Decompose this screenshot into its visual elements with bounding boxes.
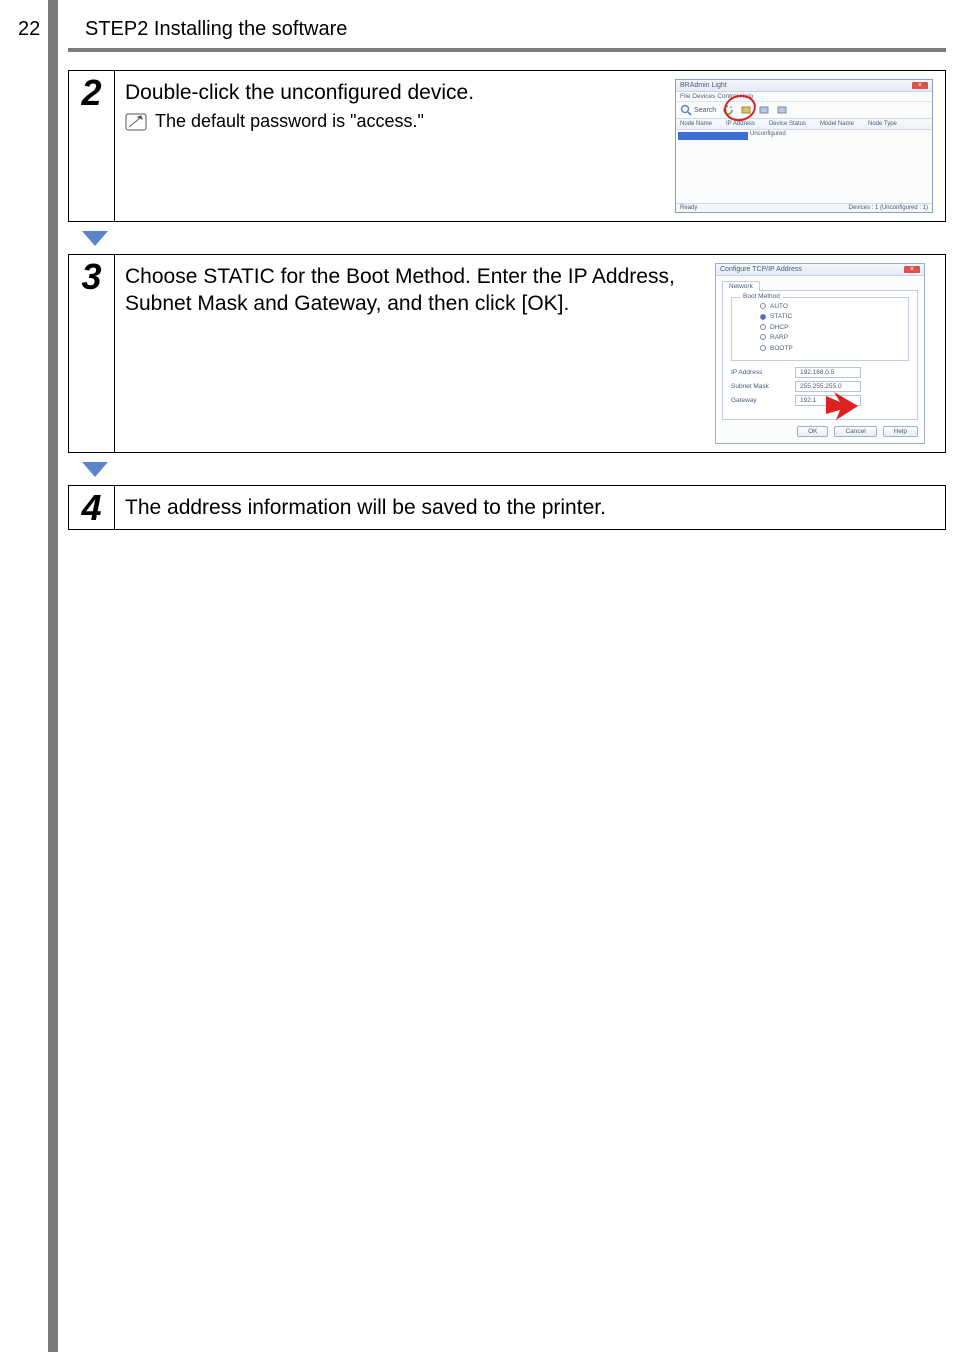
search-label: Search <box>694 107 716 114</box>
toolbar-icon-2[interactable] <box>758 104 770 116</box>
search-button[interactable]: Search <box>680 104 716 116</box>
radio-static[interactable]: STATIC <box>760 312 902 322</box>
gateway-row: Gateway 192.1 <box>731 395 909 406</box>
window-title-text: BRAdmin Light <box>680 82 727 89</box>
step-row-4: 4 The address information will be saved … <box>68 485 946 530</box>
step-number: 3 <box>81 259 101 295</box>
dialog-panel: Boot Method AUTO STATIC DHCP RARP BOOTP … <box>722 290 918 420</box>
gw-label: Gateway <box>731 397 787 404</box>
screenshot-thumb: Configure TCP/IP Address × Network Boot … <box>715 263 935 444</box>
down-arrow-icon <box>80 459 946 479</box>
col-status: Device Status <box>769 121 806 127</box>
col-model: Model Name <box>820 121 854 127</box>
left-gutter <box>0 0 58 1352</box>
ip-address-row: IP Address 192.168.0.5 <box>731 367 909 378</box>
group-legend: Boot Method <box>740 293 783 300</box>
step-number-cell: 2 <box>69 71 115 221</box>
annotation-arrow-icon <box>826 392 862 422</box>
step-body: Double-click the unconfigured device. Th… <box>115 71 945 221</box>
mask-label: Subnet Mask <box>731 383 787 390</box>
mask-value[interactable]: 255.255.255.0 <box>795 381 861 392</box>
step-text: Double-click the unconfigured device. Th… <box>125 79 663 213</box>
window-toolbar: Search <box>676 102 932 119</box>
note-icon <box>125 113 147 131</box>
radio-auto[interactable]: AUTO <box>760 302 902 312</box>
radio-dhcp[interactable]: DHCP <box>760 323 902 333</box>
step-note: The default password is "access." <box>125 110 663 133</box>
col-ip: IP Address <box>726 121 755 127</box>
ip-label: IP Address <box>731 369 787 376</box>
page-title: STEP2 Installing the software <box>85 18 347 41</box>
radio-rarp[interactable]: RARP <box>760 333 902 343</box>
dialog-title-text: Configure TCP/IP Address <box>720 266 802 273</box>
help-button[interactable]: Help <box>883 426 918 437</box>
toolbar-icon-3[interactable] <box>776 104 788 116</box>
col-node-type: Node Type <box>868 121 897 127</box>
selected-row[interactable] <box>678 132 748 140</box>
dialog-buttons: OK Cancel Help <box>716 426 924 443</box>
note-text: The default password is "access." <box>155 110 424 133</box>
step-text: Choose STATIC for the Boot Method. Enter… <box>125 263 703 444</box>
cancel-button[interactable]: Cancel <box>834 426 876 437</box>
down-arrow-icon <box>80 228 946 248</box>
content-area: 2 Double-click the unconfigured device. … <box>68 70 946 530</box>
step-number-cell: 4 <box>69 486 115 529</box>
step-row-3: 3 Choose STATIC for the Boot Method. Ent… <box>68 254 946 453</box>
col-node-name: Node Name <box>680 121 712 127</box>
tcpip-dialog: Configure TCP/IP Address × Network Boot … <box>715 263 925 444</box>
step-row-2: 2 Double-click the unconfigured device. … <box>68 70 946 222</box>
radio-bootp[interactable]: BOOTP <box>760 344 902 354</box>
ip-value[interactable]: 192.168.0.5 <box>795 367 861 378</box>
step-number: 4 <box>81 490 101 526</box>
boot-method-group: Boot Method AUTO STATIC DHCP RARP BOOTP <box>731 297 909 361</box>
step-text: The address information will be saved to… <box>125 494 935 521</box>
header-rule <box>68 48 946 52</box>
window-menubar[interactable]: File Devices Control Help <box>676 92 932 102</box>
step-body: The address information will be saved to… <box>115 486 945 529</box>
step-number: 2 <box>81 75 101 111</box>
step-number-cell: 3 <box>69 255 115 452</box>
close-icon[interactable]: × <box>904 266 920 273</box>
window-titlebar: BRAdmin Light × <box>676 80 932 92</box>
status-left: Ready <box>680 205 697 211</box>
column-headers: Node Name IP Address Device Status Model… <box>676 119 932 130</box>
step-title: Double-click the unconfigured device. <box>125 79 663 106</box>
bradmin-window: BRAdmin Light × File Devices Control Hel… <box>675 79 933 213</box>
close-icon[interactable]: × <box>912 82 928 89</box>
gutter-notch <box>58 0 68 42</box>
screenshot-thumb: BRAdmin Light × File Devices Control Hel… <box>675 79 935 213</box>
step-body: Choose STATIC for the Boot Method. Enter… <box>115 255 945 452</box>
status-right: Devices : 1 (Unconfigured : 1) <box>849 205 928 211</box>
window-statusbar: Ready Devices : 1 (Unconfigured : 1) <box>676 203 932 212</box>
ok-button[interactable]: OK <box>797 426 828 437</box>
page-number: 22 <box>18 18 40 41</box>
tab-network[interactable]: Network <box>722 281 760 291</box>
subnet-row: Subnet Mask 255.255.255.0 <box>731 381 909 392</box>
row-unconfigured: Unconfigured <box>750 131 786 137</box>
dialog-titlebar: Configure TCP/IP Address × <box>716 264 924 276</box>
